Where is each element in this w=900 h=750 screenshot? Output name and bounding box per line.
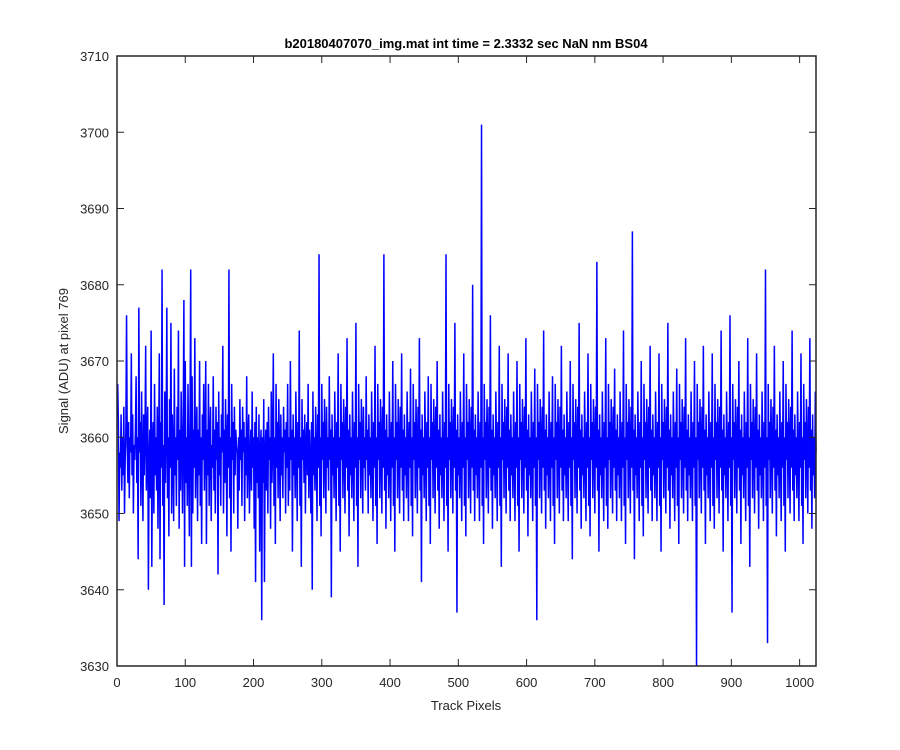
x-tick-label: 200 xyxy=(243,675,265,690)
x-tick-label: 600 xyxy=(516,675,538,690)
y-tick-label: 3690 xyxy=(80,202,109,217)
series-layer xyxy=(116,124,817,667)
y-tick-label: 3670 xyxy=(80,354,109,369)
x-tick-label: 700 xyxy=(584,675,606,690)
y-tick-label: 3630 xyxy=(80,659,109,674)
x-tick-label: 100 xyxy=(174,675,196,690)
y-tick-label: 3710 xyxy=(80,49,109,64)
x-tick-label: 800 xyxy=(652,675,674,690)
y-tick-label: 3700 xyxy=(80,125,109,140)
y-ticks: 3630 3640 3650 3660 3670 3680 3690 3700 3710 xyxy=(80,49,816,674)
x-tick-label: 0 xyxy=(113,675,120,690)
y-tick-label: 3680 xyxy=(80,278,109,293)
x-tick-label: 900 xyxy=(721,675,743,690)
x-axis-label: Track Pixels xyxy=(431,698,502,713)
y-tick-label: 3640 xyxy=(80,583,109,598)
chart-title: b20180407070_img.mat int time = 2.3332 s… xyxy=(284,36,648,51)
y-tick-label: 3650 xyxy=(80,507,109,522)
x-tick-label: 500 xyxy=(447,675,469,690)
y-tick-label: 3660 xyxy=(80,430,109,445)
x-ticks: 0 100 200 300 400 500 600 700 800 900 1000 xyxy=(113,56,814,690)
x-tick-label: 400 xyxy=(379,675,401,690)
signal-series-line xyxy=(116,124,817,667)
x-tick-label: 1000 xyxy=(785,675,814,690)
plot-area xyxy=(117,56,816,666)
y-axis-label: Signal (ADU) at pixel 769 xyxy=(56,288,71,434)
x-tick-label: 300 xyxy=(311,675,333,690)
